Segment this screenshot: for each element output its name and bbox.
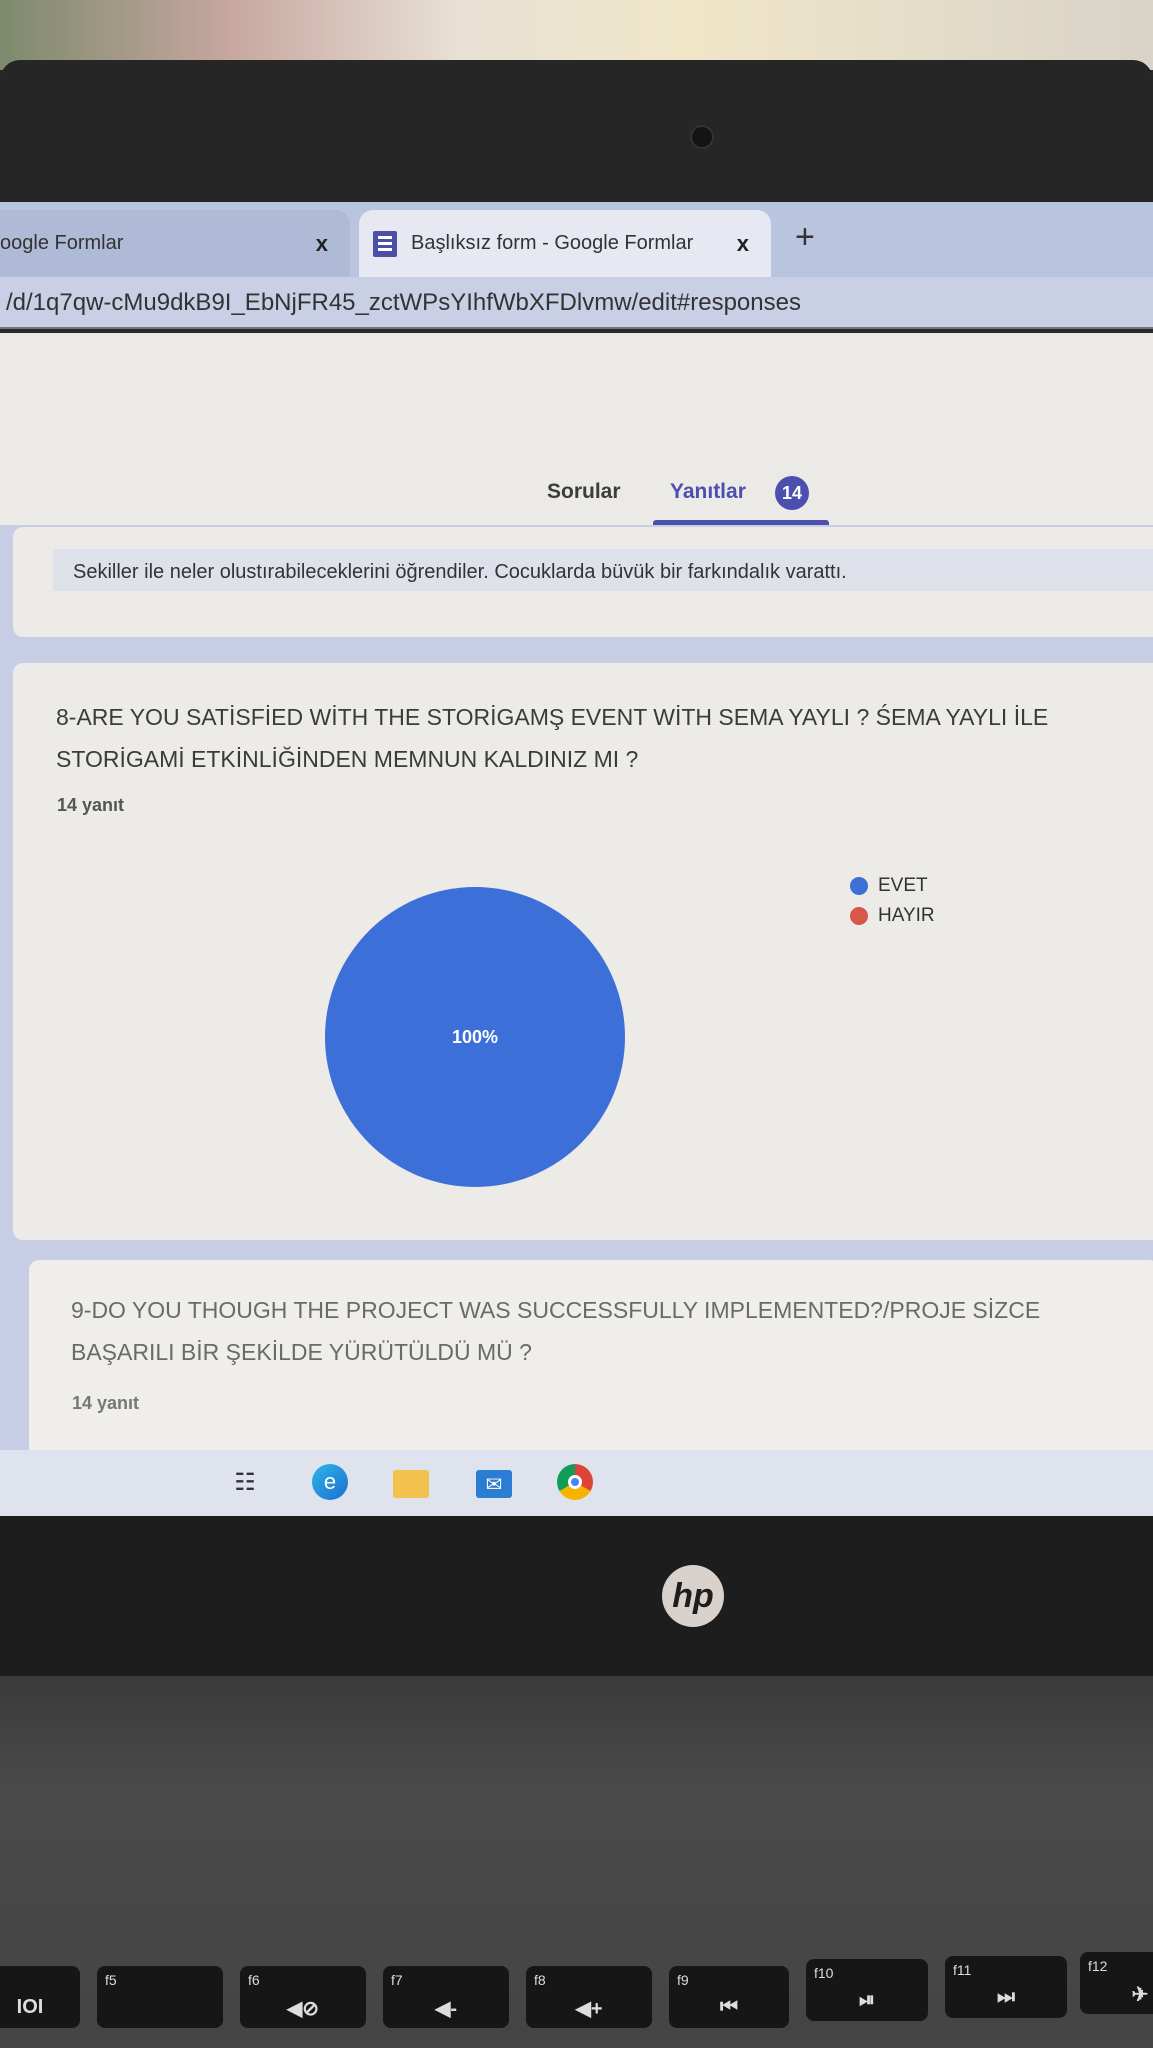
key-f6[interactable]: f6 ◀⊘ [240,1966,366,2028]
key-label: f7 [391,1972,403,1988]
key-f12[interactable]: f12 ✈ [1080,1952,1153,2014]
active-tab-indicator [653,520,829,525]
legend-item[interactable]: EVET [850,875,935,897]
chart-legend: EVET HAYIR [850,875,935,935]
key-label: f11 [953,1962,972,1978]
response-count: 14 yanıt [72,1393,140,1413]
hp-logo: hp [662,1565,724,1627]
mail-icon[interactable]: ✉ [476,1470,512,1498]
response-count-badge: 14 [775,476,809,510]
lower-bezel [0,1516,1153,1676]
tab-responses[interactable]: Yanıtlar [670,480,746,503]
new-tab-button[interactable]: + [795,218,815,256]
key-label: f8 [534,1972,546,1988]
key-label: f12 [1088,1958,1108,1974]
tab-title: Başlıksız form - Google Formlar [411,232,694,254]
title-line: 9-DO YOU THOUGH THE PROJECT WAS SUCCESSF… [71,1297,1041,1323]
keyboard-deck: IOI f5 f6 ◀⊘ f7 ◀- f8 ◀+ f9 ⏮ f10 ⏯ f11 ⏭ f12 ✈ [0,1676,1153,2048]
key-label: f9 [677,1972,689,1988]
key-f11[interactable]: f11 ⏭ [945,1956,1067,2018]
key-f10[interactable]: f10 ⏯ [806,1959,928,2021]
question-card-9: 9-DO YOU THOUGH THE PROJECT WAS SUCCESSF… [29,1260,1153,1460]
background-wall [0,0,1153,70]
key[interactable]: IOI [0,1966,80,2028]
screen-bezel [0,60,1153,202]
tab-title: oogle Formlar [0,232,124,254]
form-header: Sorular Yanıtlar 14 [0,333,1153,525]
key-f5[interactable]: f5 [97,1966,223,2028]
title-line: BAŞARILI BİR ŞEKİLDE YÜRÜTÜLDÜ MÜ ? [71,1339,532,1365]
question-card-8: 8-ARE YOU SATİSFİED WİTH THE STORİGAMŞ E… [13,663,1153,1240]
responses-content[interactable]: Sekiller ile neler olustırabileceklerini… [0,525,1153,1460]
response-card: Sekiller ile neler olustırabileceklerini… [13,527,1153,637]
text-answer: Sekiller ile neler olustırabileceklerini… [53,549,1153,591]
tab-questions[interactable]: Sorular [547,480,621,503]
file-explorer-icon[interactable] [393,1470,429,1498]
title-line: STORİGAMİ ETKİNLİĞİNDEN MEMNUN KALDINIZ … [56,746,639,772]
legend-label: HAYIR [878,905,935,926]
address-bar[interactable]: /d/1q7qw-cMu9dkB9I_EbNjFR45_zctWPsYIhfWb… [0,277,1153,329]
title-line: 8-ARE YOU SATİSFİED WİTH THE STORİGAMŞ E… [56,704,1049,730]
key-label: f10 [814,1965,834,1981]
response-count: 14 yanıt [57,795,125,815]
key-f8[interactable]: f8 ◀+ [526,1966,652,2028]
pie-chart: 100% [325,887,625,1187]
taskbar: ☷ e ✉ [0,1450,1153,1516]
legend-item[interactable]: HAYIR [850,905,935,927]
edge-icon[interactable]: e [312,1464,348,1500]
question-title: 9-DO YOU THOUGH THE PROJECT WAS SUCCESSF… [71,1289,1040,1373]
task-view-icon[interactable]: ☷ [234,1468,256,1496]
browser-tab-active[interactable]: Başlıksız form - Google Formlar x [359,210,771,277]
slice-label: 100% [452,1027,498,1047]
key-f9[interactable]: f9 ⏮ [669,1966,789,2028]
chrome-icon[interactable] [557,1464,593,1500]
close-tab-icon[interactable]: x [315,230,328,256]
pie-slice-evet[interactable] [325,887,625,1187]
question-title: 8-ARE YOU SATİSFİED WİTH THE STORİGAMŞ E… [56,696,1048,780]
key-label: f6 [248,1972,260,1988]
close-tab-icon[interactable]: x [736,230,749,256]
google-forms-icon [373,230,397,257]
legend-swatch [850,877,868,895]
webcam [690,125,714,149]
browser-tab-strip: oogle Formlar x Başlıksız form - Google … [0,202,1153,277]
browser-tab[interactable]: oogle Formlar x [0,210,350,277]
legend-label: EVET [878,875,928,896]
key-f7[interactable]: f7 ◀- [383,1966,509,2028]
legend-swatch [850,907,868,925]
